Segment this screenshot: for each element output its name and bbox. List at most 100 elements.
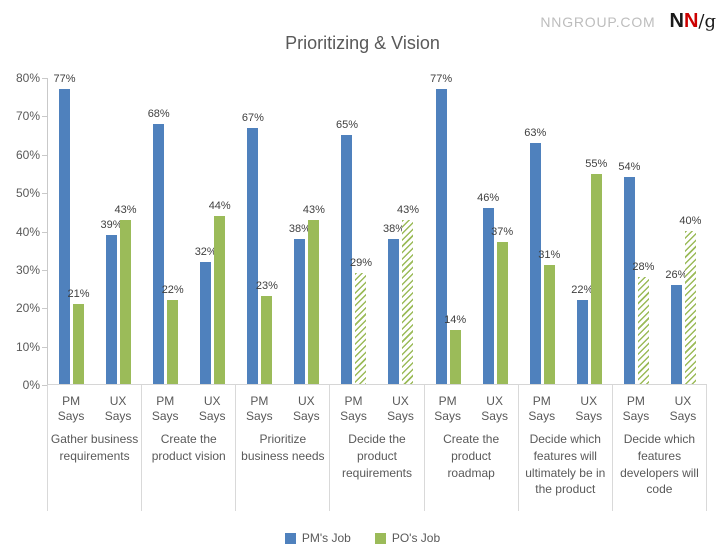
bar-pair: 54% 28%	[618, 78, 654, 384]
bar-po-job: 37%	[491, 226, 513, 384]
category-label: Create the product roadmap	[443, 432, 500, 480]
bar-po-job: 43%	[303, 204, 325, 384]
data-label: 14%	[444, 314, 467, 327]
bar-po-job: 14%	[444, 314, 466, 384]
logo-letter-n2: N	[683, 10, 699, 32]
data-label: 40%	[679, 215, 702, 227]
x-category-cell: PM Says UX Says Decide which features will…	[517, 385, 612, 511]
bar-pm-job: 68%	[148, 108, 170, 384]
bar-pair: 22% 55%	[571, 78, 607, 384]
data-label: 54%	[618, 161, 641, 174]
bar-pair: 38% 43%	[289, 78, 325, 384]
bar-pm-job: 77%	[54, 73, 76, 384]
data-label: 38%	[382, 222, 405, 235]
data-label: 68%	[147, 107, 170, 120]
y-tick-mark	[42, 154, 47, 156]
bar-po-job: 55%	[585, 158, 607, 384]
data-label: 26%	[665, 268, 688, 281]
bar-pm-job: 38%	[289, 223, 311, 384]
data-label: 43%	[114, 203, 137, 216]
bar-group: 68% 22% 32% 44%	[142, 78, 236, 384]
page-header: NNGROUP.COM NN/g	[540, 10, 716, 33]
y-tick-mark	[42, 346, 47, 348]
x-category-cell: PM Says UX Says Create the product vision	[141, 385, 235, 511]
legend-item-pm-job: PM's Job	[284, 531, 351, 545]
y-tick-mark	[42, 308, 47, 310]
y-tick-label: 40%	[15, 224, 40, 239]
subgroup-label-row: PM Says UX Says	[53, 394, 137, 424]
subgroup-label: UX Says	[293, 394, 320, 423]
bar-pm-job: 77%	[430, 73, 452, 384]
bar-pm-job: 54%	[618, 161, 640, 384]
bar-pm-job: 39%	[101, 219, 123, 384]
y-axis-tick-marks	[42, 78, 47, 386]
bar-pm-job: 32%	[195, 246, 217, 384]
subgroup-label: PM Says	[57, 394, 85, 423]
subgroup-label-row: PM Says UX Says	[335, 394, 419, 424]
bar-po-job: 43%	[397, 204, 419, 384]
subgroup-label-row: PM Says UX Says	[241, 394, 325, 424]
bar-group: 77% 14% 46% 37%	[425, 73, 519, 384]
category-label: Create the product vision	[151, 432, 226, 463]
data-label: 55%	[585, 157, 608, 170]
data-label: 37%	[491, 226, 514, 239]
legend-label-po-job: PO's Job	[391, 531, 441, 545]
bar-po-job: 21%	[68, 288, 90, 384]
logo-slash-g: /g	[698, 11, 716, 32]
data-label: 29%	[349, 257, 372, 270]
bar-group: 77% 21% 39% 43%	[48, 73, 142, 384]
subgroup-label: UX Says	[481, 394, 508, 423]
legend-swatch-pm-job	[284, 532, 296, 544]
bar-pair: 67% 23%	[242, 78, 278, 384]
subgroup-label-row: PM Says UX Says	[617, 394, 701, 424]
subgroup-label: UX Says	[387, 394, 414, 423]
legend: PM's Job PO's Job	[0, 531, 725, 545]
y-tick-mark	[42, 193, 47, 195]
bar-pair: 38% 43%	[383, 78, 419, 384]
subgroup-label: UX Says	[104, 394, 132, 423]
bar-po-job: 31%	[538, 249, 560, 384]
bar-pair: 46% 37%	[477, 78, 513, 384]
y-tick-mark	[42, 78, 47, 79]
chart-title: Prioritizing & Vision	[285, 33, 440, 53]
bar-pm-job: 65%	[336, 119, 358, 384]
bar-group: 67% 23% 38% 43%	[236, 78, 330, 384]
bar-pair: 77% 14%	[430, 73, 466, 384]
bar-pm-job: 46%	[477, 192, 499, 384]
bar-po-job: 28%	[632, 261, 654, 384]
bar-group: 63% 31% 22% 55%	[519, 78, 613, 384]
y-tick-mark	[42, 231, 47, 233]
category-label: Decide the product requirements	[341, 432, 412, 480]
data-label: 22%	[161, 283, 184, 296]
y-tick-mark	[42, 116, 47, 118]
data-label: 46%	[477, 192, 500, 205]
bar-po-job: 43%	[115, 204, 137, 384]
subgroup-label: PM Says	[340, 394, 367, 423]
bar-pm-job: 67%	[242, 112, 264, 384]
subgroup-label-row: PM Says UX Says	[429, 394, 513, 424]
bar-pair: 32% 44%	[195, 78, 231, 384]
y-tick-label: 80%	[15, 71, 40, 85]
bar-po-job: 29%	[350, 257, 372, 384]
subgroup-label-row: PM Says UX Says	[147, 394, 231, 424]
data-label: 31%	[538, 249, 561, 262]
bar-po-job: 44%	[209, 200, 231, 384]
data-label: 22%	[571, 283, 594, 296]
data-label: 63%	[524, 127, 547, 140]
bar-pair: 77% 21%	[54, 73, 90, 384]
subgroup-label-row: PM Says UX Says	[523, 394, 607, 424]
y-tick-mark	[42, 385, 47, 386]
data-label: 43%	[396, 203, 419, 216]
bar-pair: 68% 22%	[148, 78, 184, 384]
nng-logo: NN/g	[670, 10, 717, 33]
bar-pair: 26% 40%	[665, 78, 701, 384]
legend-swatch-po-job	[374, 532, 386, 544]
y-axis: 0% 10% 20% 30% 40% 50% 60% 70% 80%	[0, 71, 40, 392]
bar-pm-job: 63%	[524, 127, 546, 384]
subgroup-label: PM Says	[622, 394, 650, 423]
site-url: NNGROUP.COM	[540, 14, 656, 30]
data-label: 21%	[67, 287, 90, 300]
data-label: 28%	[632, 260, 655, 273]
y-tick-label: 70%	[15, 109, 40, 124]
x-axis-labels: PM Says UX Says Gather business requiremen…	[47, 385, 707, 511]
